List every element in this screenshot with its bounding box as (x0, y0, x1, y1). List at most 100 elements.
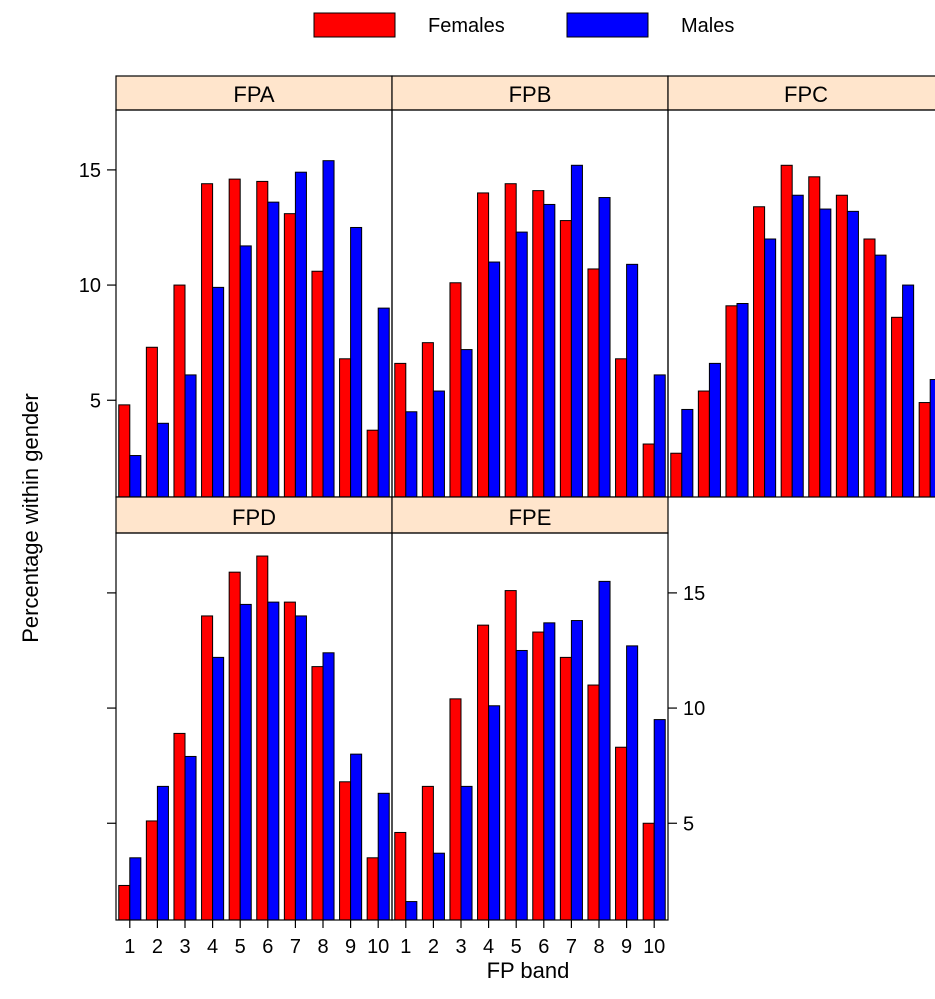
y-tick-label: 15 (683, 583, 705, 605)
bar-males-7 (294, 615, 307, 921)
bar-males-4 (488, 261, 501, 498)
bar-females-10 (918, 402, 931, 498)
bar-males-10 (377, 307, 390, 498)
bar-females-4 (753, 206, 766, 498)
x-tick-label: 3 (179, 936, 190, 958)
panel-fpb: FPB (391, 75, 669, 498)
panel-strip (391, 75, 669, 111)
x-tick-label: 5 (235, 936, 246, 958)
bar-males-5 (239, 245, 252, 498)
x-axis-label: FP band (487, 958, 570, 983)
x-tick-label: 2 (428, 936, 439, 958)
panel-strip-label: FPE (509, 505, 552, 530)
bar-females-7 (283, 213, 296, 498)
bar-females-7 (283, 601, 296, 921)
bar-males-3 (736, 303, 749, 498)
panel-strip (391, 496, 669, 534)
y-tick-label: 15 (79, 160, 101, 182)
bar-males-7 (570, 164, 583, 498)
panel-strip (115, 75, 393, 111)
panel-strip-label: FPD (232, 505, 276, 530)
x-tick-label: 1 (124, 936, 135, 958)
bar-males-4 (488, 705, 501, 921)
bar-females-9 (891, 316, 904, 498)
bar-females-2 (145, 346, 158, 498)
x-tick-label: 8 (317, 936, 328, 958)
bar-females-2 (145, 820, 158, 921)
bar-females-4 (477, 192, 490, 498)
y-axis-label: Percentage within gender (18, 393, 43, 643)
bar-females-5 (504, 590, 517, 921)
x-tick-label: 6 (262, 936, 273, 958)
bar-females-6 (808, 176, 821, 498)
bar-males-2 (156, 422, 169, 498)
bar-females-3 (725, 305, 738, 498)
legend-swatch-males (566, 12, 649, 38)
bar-males-2 (432, 852, 445, 921)
legend-label-females: Females (428, 15, 505, 37)
x-tick-label: 5 (511, 936, 522, 958)
bar-males-4 (764, 238, 777, 498)
bar-males-10 (377, 792, 390, 921)
bar-females-3 (173, 732, 186, 921)
bar-females-10 (366, 429, 379, 498)
bar-males-5 (515, 231, 528, 498)
y-tick-label: 10 (683, 698, 705, 720)
bar-females-10 (642, 443, 655, 498)
x-tick-label: 10 (367, 936, 389, 958)
bar-females-3 (449, 698, 462, 921)
bar-males-7 (294, 171, 307, 498)
bar-females-2 (697, 390, 710, 498)
x-tick-label: 1 (400, 936, 411, 958)
x-tick-label: 2 (152, 936, 163, 958)
x-tick-label: 8 (593, 936, 604, 958)
bar-males-6 (819, 208, 832, 498)
bar-males-5 (791, 194, 804, 498)
bar-females-5 (504, 183, 517, 498)
bars (118, 160, 390, 498)
bar-females-7 (559, 220, 572, 498)
bar-females-4 (201, 615, 214, 921)
bar-males-1 (405, 411, 418, 498)
bar-females-1 (118, 884, 131, 921)
bars (394, 580, 666, 921)
bar-females-9 (615, 358, 628, 498)
x-tick-label: 4 (483, 936, 494, 958)
bar-females-10 (366, 857, 379, 921)
x-tick-label: 4 (207, 936, 218, 958)
bar-females-8 (587, 684, 600, 921)
x-tick-label: 9 (345, 936, 356, 958)
bar-males-9 (350, 753, 363, 921)
bar-males-2 (432, 390, 445, 498)
bar-males-10 (929, 379, 935, 498)
bar-males-3 (460, 785, 473, 921)
bar-males-9 (350, 226, 363, 498)
panel-fpd: FPD 1 2 3 4 5 6 7 8 9 10 (107, 496, 393, 958)
x-tick-label: 10 (643, 936, 665, 958)
bar-males-6 (267, 201, 280, 498)
bar-females-6 (532, 631, 545, 921)
y-tick-label: 5 (90, 390, 101, 412)
bar-males-8 (322, 652, 335, 921)
bar-males-8 (598, 197, 611, 498)
bar-females-2 (421, 785, 434, 921)
bar-males-6 (543, 203, 556, 498)
panel-fpc: FPC (667, 75, 935, 498)
bar-males-6 (267, 601, 280, 921)
x-tick-label: 6 (538, 936, 549, 958)
bar-females-9 (615, 746, 628, 921)
bar-females-9 (339, 358, 352, 498)
panel-strip-label: FPB (509, 82, 552, 107)
bar-females-1 (394, 831, 407, 921)
bars (118, 555, 390, 921)
bar-males-4 (212, 656, 225, 921)
panel-border (667, 109, 935, 498)
bar-males-10 (653, 374, 666, 498)
bar-females-3 (449, 282, 462, 498)
bar-females-8 (863, 238, 876, 498)
bar-females-5 (228, 571, 241, 921)
x-tick-label: 9 (621, 936, 632, 958)
bar-females-1 (394, 362, 407, 498)
